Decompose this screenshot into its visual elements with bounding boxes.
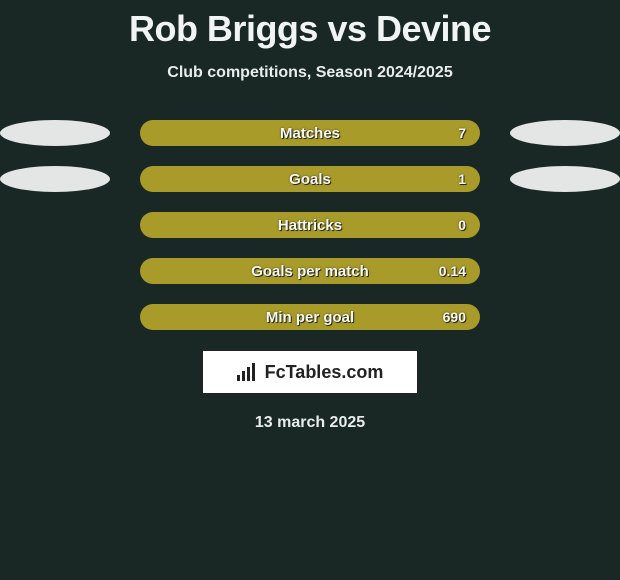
bars-icon — [237, 363, 259, 381]
page-title: Rob Briggs vs Devine — [0, 8, 620, 50]
stat-label: Hattricks — [278, 217, 342, 234]
brand-text: FcTables.com — [265, 362, 384, 383]
stat-value: 0.14 — [439, 263, 466, 279]
stat-row: Goals per match 0.14 — [0, 258, 620, 284]
stat-label: Min per goal — [266, 309, 354, 326]
stats-rows: Matches 7 Goals 1 Hattricks 0 Goals per match 0… — [0, 120, 620, 330]
stat-value: 0 — [458, 217, 466, 233]
stat-bar: Min per goal 690 — [140, 304, 480, 330]
right-ellipse — [510, 212, 620, 238]
left-ellipse — [0, 120, 110, 146]
stat-value: 1 — [458, 171, 466, 187]
stat-label: Goals per match — [251, 263, 369, 280]
stat-value: 7 — [458, 125, 466, 141]
stat-row: Matches 7 — [0, 120, 620, 146]
stat-bar: Goals 1 — [140, 166, 480, 192]
stat-bar: Goals per match 0.14 — [140, 258, 480, 284]
date-text: 13 march 2025 — [0, 414, 620, 432]
stat-row: Goals 1 — [0, 166, 620, 192]
stat-bar: Matches 7 — [140, 120, 480, 146]
left-ellipse — [0, 258, 110, 284]
right-ellipse — [510, 166, 620, 192]
stat-bar: Hattricks 0 — [140, 212, 480, 238]
left-ellipse — [0, 212, 110, 238]
stat-row: Hattricks 0 — [0, 212, 620, 238]
brand-box[interactable]: FcTables.com — [202, 350, 418, 394]
right-ellipse — [510, 120, 620, 146]
stat-value: 690 — [443, 309, 466, 325]
stat-label: Matches — [280, 125, 340, 142]
subtitle: Club competitions, Season 2024/2025 — [0, 64, 620, 82]
left-ellipse — [0, 304, 110, 330]
right-ellipse — [510, 258, 620, 284]
comparison-card: Rob Briggs vs Devine Club competitions, … — [0, 0, 620, 432]
right-ellipse — [510, 304, 620, 330]
stat-row: Min per goal 690 — [0, 304, 620, 330]
stat-label: Goals — [289, 171, 331, 188]
left-ellipse — [0, 166, 110, 192]
